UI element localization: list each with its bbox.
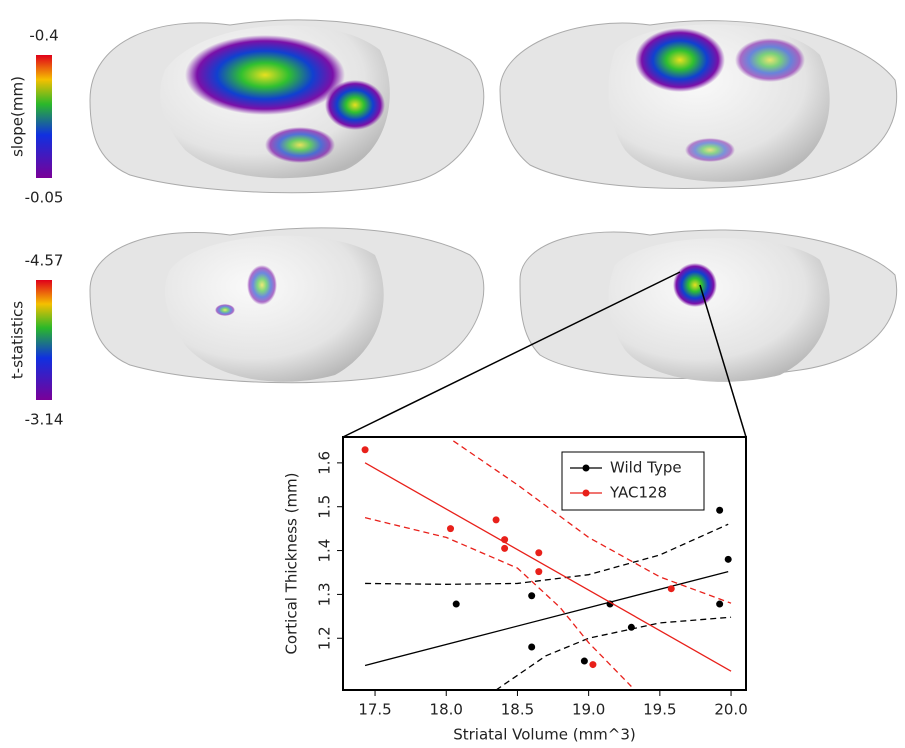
chart: 17.5 18.0 18.5 19.0 19.5 20.0 1.2 1.3 1.4 1.5 1.6 S… bbox=[283, 437, 748, 744]
colorbar-max: -4.57 bbox=[25, 252, 64, 270]
y-tick-label: 1.2 bbox=[316, 626, 334, 650]
point bbox=[501, 545, 508, 552]
colorbar-label: slope(mm) bbox=[9, 76, 27, 157]
point bbox=[501, 536, 508, 543]
brain bbox=[90, 228, 484, 383]
figure: -0.4 -0.05 slope(mm) -4.57 -3.14 t-statistics… bbox=[0, 0, 905, 748]
x-axis-title: Striatal Volume (mm^3) bbox=[453, 726, 636, 744]
x-tick-label: 20.0 bbox=[714, 701, 747, 719]
x-tick-label: 19.5 bbox=[643, 701, 676, 719]
brain bbox=[520, 230, 897, 382]
point bbox=[493, 516, 500, 523]
legend-label: YAC128 bbox=[609, 484, 667, 502]
point bbox=[528, 592, 535, 599]
brain bbox=[500, 21, 897, 189]
y-axis-title: Cortical Thickness (mm) bbox=[283, 472, 301, 654]
legend-label: Wild Type bbox=[610, 459, 682, 477]
point bbox=[716, 601, 723, 608]
point bbox=[535, 549, 542, 556]
colorbars: -0.4 -0.05 slope(mm) -4.57 -3.14 t-statistics bbox=[9, 27, 64, 429]
point bbox=[725, 556, 732, 563]
x-tick-label: 19.0 bbox=[572, 701, 605, 719]
colorbar-max: -0.4 bbox=[29, 27, 58, 45]
brain-images bbox=[90, 20, 897, 437]
x-tick-label: 18.5 bbox=[501, 701, 534, 719]
x-tick-label: 17.5 bbox=[358, 701, 391, 719]
colorbar-label: t-statistics bbox=[9, 301, 27, 379]
brain bbox=[90, 20, 484, 193]
point bbox=[447, 525, 454, 532]
point bbox=[453, 601, 460, 608]
colorbar-min: -3.14 bbox=[25, 411, 64, 429]
colorbar bbox=[36, 280, 52, 400]
point bbox=[589, 661, 596, 668]
point bbox=[668, 585, 675, 592]
y-tick-label: 1.3 bbox=[316, 582, 334, 606]
colorbar-min: -0.05 bbox=[25, 189, 64, 207]
x-tick-label: 18.0 bbox=[430, 701, 463, 719]
point bbox=[628, 624, 635, 631]
point bbox=[528, 644, 535, 651]
point bbox=[362, 446, 369, 453]
y-tick-label: 1.4 bbox=[316, 539, 334, 563]
legend-dot bbox=[583, 465, 590, 472]
y-tick-label: 1.6 bbox=[316, 451, 334, 475]
point bbox=[535, 568, 542, 575]
point bbox=[716, 507, 723, 514]
point bbox=[581, 658, 588, 665]
y-tick-label: 1.5 bbox=[316, 495, 334, 519]
colorbar bbox=[36, 55, 52, 178]
legend-dot bbox=[583, 490, 590, 497]
